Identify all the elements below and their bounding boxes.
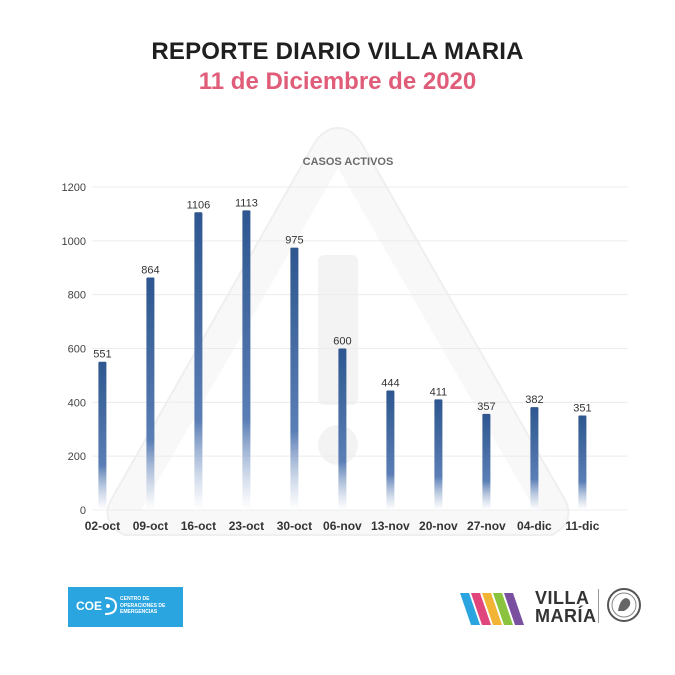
x-tick-label: 02-oct	[85, 519, 120, 533]
chart-title: CASOS ACTIVOS	[303, 156, 394, 168]
x-tick-label: 06-nov	[323, 519, 362, 533]
y-tick-label: 1200	[62, 182, 86, 194]
data-label: 1113	[235, 197, 258, 209]
bar	[338, 348, 347, 510]
y-tick-label: 400	[68, 397, 86, 409]
y-tick-label: 1000	[62, 236, 86, 248]
x-tick-label: 30-oct	[277, 519, 312, 533]
x-tick-label: 23-oct	[229, 519, 264, 533]
city-seal-icon	[607, 588, 641, 622]
y-tick-label: 0	[80, 505, 86, 517]
data-label: 864	[141, 264, 159, 276]
x-tick-label: 20-nov	[419, 519, 458, 533]
villa-maria-line1: VILLA	[535, 588, 590, 608]
coe-logo-text: COE	[76, 599, 103, 613]
logo-divider	[598, 589, 599, 623]
data-label: 357	[477, 401, 495, 413]
data-label: 382	[525, 394, 543, 406]
data-label: 600	[333, 336, 351, 348]
bar	[98, 361, 107, 510]
x-tick-label: 16-oct	[181, 519, 216, 533]
y-tick-label: 600	[68, 344, 86, 356]
data-label: 975	[285, 235, 303, 247]
data-label: 351	[573, 403, 591, 415]
y-tick-label: 800	[68, 290, 86, 302]
data-label: 444	[381, 377, 399, 389]
bar	[194, 212, 203, 510]
x-tick-label: 27-nov	[467, 519, 506, 533]
bar	[242, 210, 251, 511]
villa-maria-stripes-icon	[460, 593, 524, 625]
page-title: REPORTE DIARIO VILLA MARIA	[151, 38, 524, 65]
bar	[578, 415, 587, 510]
page-subtitle: 11 de Diciembre de 2020	[198, 68, 477, 95]
warning-triangle-icon	[106, 126, 570, 536]
y-tick-label: 200	[68, 451, 86, 463]
coe-logo-description: Centro de Operaciones de Emergencias	[120, 596, 166, 615]
data-label: 1106	[187, 199, 211, 211]
villa-maria-line2: MARÍA	[535, 606, 597, 626]
coe-mark-icon	[104, 597, 118, 615]
bar	[530, 407, 539, 510]
coe-logo: COE Centro de Operaciones de Emergencias	[68, 587, 183, 627]
bar	[482, 413, 491, 510]
bar	[146, 277, 155, 510]
x-tick-label: 04-dic	[517, 519, 552, 533]
data-label: 551	[93, 349, 111, 361]
bar	[434, 399, 443, 510]
bar	[386, 390, 395, 510]
villa-maria-logo: VILLA MARÍA	[460, 585, 645, 629]
x-tick-label: 09-oct	[133, 519, 168, 533]
bar	[290, 247, 299, 510]
x-tick-label: 13-nov	[371, 519, 410, 533]
data-label: 411	[430, 386, 448, 398]
villa-maria-logo-text: VILLA MARÍA	[535, 589, 597, 625]
x-tick-label: 11-dic	[565, 519, 599, 533]
